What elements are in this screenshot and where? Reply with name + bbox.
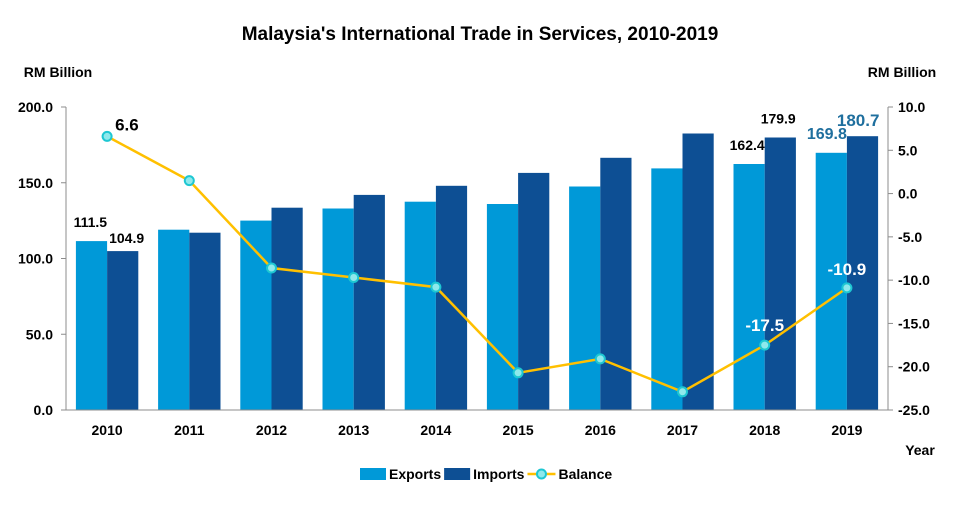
left-axis-title: RM Billion — [24, 64, 92, 80]
exports-bar-2014 — [404, 201, 436, 410]
chart-title: Malaysia's International Trade in Servic… — [242, 24, 719, 45]
x-tick-label: 2010 — [92, 422, 123, 438]
imports-bar-2011 — [189, 232, 221, 410]
x-tick-label: 2016 — [585, 422, 616, 438]
exports-bar-2018 — [733, 164, 765, 410]
exports-legend-label: Exports — [389, 466, 441, 482]
balance-marker-2013 — [348, 272, 360, 283]
imports-data-label: 180.7 — [837, 111, 880, 130]
exports-data-label: 169.8 — [807, 126, 847, 143]
balance-marker-2014 — [430, 281, 442, 293]
balance-line — [106, 135, 848, 394]
x-tick-label: 2011 — [174, 422, 205, 438]
balance-marker-2017 — [677, 386, 688, 398]
imports-legend-label: Imports — [473, 466, 525, 482]
right-tick-label: -10.0 — [898, 272, 930, 288]
x-tick-label: 2018 — [749, 422, 780, 438]
balance-marker-2012 — [266, 262, 277, 274]
exports-legend-swatch — [360, 468, 386, 480]
exports-bar-2011 — [158, 229, 190, 410]
imports-bar-2019 — [846, 136, 879, 410]
exports-data-label: 111.5 — [74, 214, 108, 230]
plot-area: 2010 2011 2012 2013 2014 2015 2016 2017 2018 2019… — [18, 99, 930, 438]
legend: Exports Imports Balance — [360, 466, 612, 482]
right-tick-label: -25.0 — [898, 402, 930, 418]
exports-bar-2013 — [322, 208, 354, 410]
right-tick-label: -5.0 — [898, 229, 922, 245]
balance-data-label: -17.5 — [745, 316, 784, 335]
right-tick-label: -20.0 — [898, 359, 930, 375]
x-tick-label: 2014 — [420, 422, 451, 438]
imports-bar-2010 — [107, 251, 139, 410]
exports-bar-2012 — [240, 220, 272, 410]
x-tick-label: 2012 — [256, 422, 287, 438]
exports-bar-2019 — [815, 152, 847, 411]
left-tick-label: 200.0 — [18, 99, 53, 115]
imports-bar-2018 — [764, 137, 796, 410]
imports-bar-2012 — [271, 207, 303, 410]
imports-bar-2016 — [600, 157, 632, 410]
left-tick-label: 150.0 — [18, 175, 53, 191]
right-axis-title: RM Billion — [868, 64, 936, 80]
x-tick-label: 2019 — [831, 422, 862, 438]
balance-marker-2019 — [841, 282, 853, 294]
left-tick-label: 0.0 — [34, 402, 54, 418]
left-tick-label: 50.0 — [26, 326, 53, 342]
right-tick-label: 5.0 — [898, 142, 918, 158]
left-tick-label: 100.0 — [18, 251, 53, 267]
balance-marker-2018 — [759, 339, 771, 351]
right-tick-label: 0.0 — [898, 186, 918, 202]
x-tick-label: 2013 — [338, 422, 369, 438]
x-tick-label: 2015 — [503, 422, 534, 438]
exports-bar-2015 — [486, 204, 519, 410]
exports-bar-2010 — [75, 241, 108, 410]
exports-bar-2016 — [569, 186, 601, 410]
balance-data-label: -10.9 — [828, 260, 867, 279]
balance-marker-2011 — [183, 175, 195, 187]
imports-bar-2014 — [435, 185, 468, 410]
x-axis-title: Year — [905, 442, 935, 458]
right-tick-label: -15.0 — [898, 315, 930, 331]
balance-legend-label: Balance — [558, 466, 612, 482]
imports-bar-2013 — [353, 194, 385, 410]
balance-marker-2015 — [512, 367, 524, 379]
balance-marker-2010 — [101, 130, 113, 142]
exports-data-label: 162.4 — [730, 137, 765, 153]
x-tick-label: 2017 — [667, 422, 698, 438]
imports-data-label: 104.9 — [109, 230, 144, 246]
exports-bar-2017 — [651, 168, 683, 410]
imports-data-label: 179.9 — [761, 111, 796, 127]
balance-marker-2016 — [594, 353, 606, 365]
balance-data-label: 6.6 — [115, 115, 139, 134]
balance-legend-marker — [535, 468, 547, 480]
right-tick-label: 10.0 — [898, 99, 925, 115]
imports-bar-2017 — [682, 133, 714, 410]
imports-legend-swatch — [444, 468, 471, 480]
